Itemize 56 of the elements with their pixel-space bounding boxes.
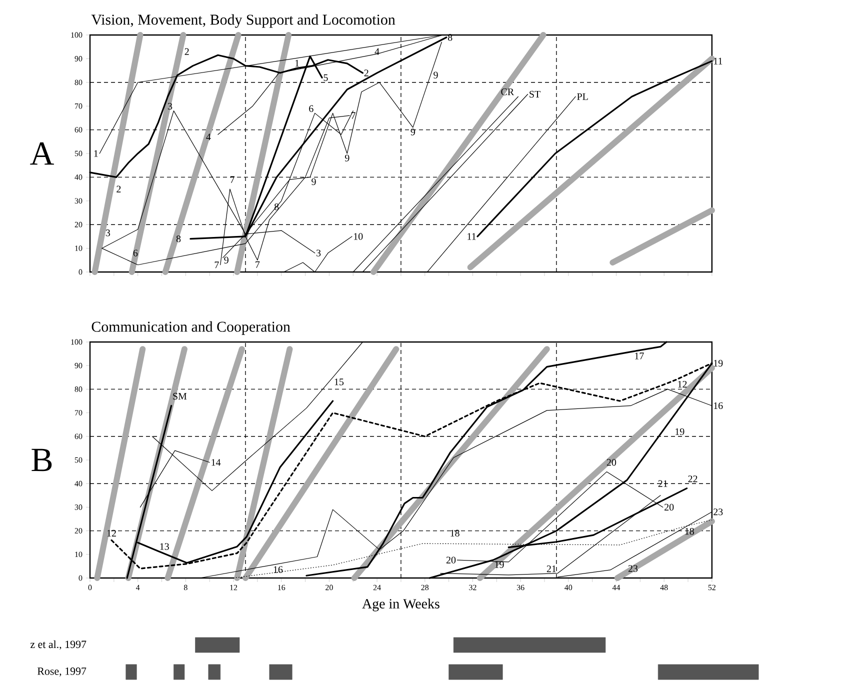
annotation: 9 <box>344 154 350 162</box>
annotation: 8 <box>176 235 181 242</box>
annotation: 11 <box>714 58 722 64</box>
annotation: 19 <box>676 428 684 436</box>
annotation: 7 <box>214 262 219 268</box>
annotation: 7 <box>256 261 260 268</box>
annotation: 20 <box>446 556 456 564</box>
annotation: SM <box>173 392 187 400</box>
text: A <box>30 142 54 165</box>
chart-title: Communication and Cooperation <box>92 321 290 335</box>
annotation: 2 <box>364 70 368 76</box>
annotation: 18 <box>450 530 460 537</box>
annotation: 1 <box>295 60 299 66</box>
text: B <box>32 448 52 472</box>
annotation: 9 <box>434 72 438 78</box>
annotation: PL <box>577 93 588 100</box>
annotation: 17 <box>635 352 644 360</box>
annotation: 20 <box>606 458 616 466</box>
annotation: 23 <box>714 508 723 516</box>
annotation: 22 <box>688 476 698 482</box>
annotation: CR <box>501 88 514 96</box>
annotation: 4 <box>374 48 380 55</box>
annotation: 3 <box>106 230 110 236</box>
annotation: 19 <box>495 561 504 568</box>
annotation: 9 <box>312 178 316 186</box>
annotation: 2 <box>184 48 189 55</box>
annotation: 16 <box>714 402 723 410</box>
annotation: 9 <box>410 128 416 136</box>
annotation: 5 <box>324 74 328 81</box>
annotation: 6 <box>133 250 138 256</box>
annotation: 12 <box>678 380 687 388</box>
annotation: 18 <box>685 528 694 535</box>
annotation: 12 <box>107 530 116 536</box>
annotation: 3 <box>168 102 172 110</box>
annotation: 13 <box>160 543 169 550</box>
annotation: 21 <box>546 565 556 572</box>
annotation: 4 <box>206 134 211 140</box>
annotation: 20 <box>664 504 674 511</box>
annotation: 1 <box>94 150 98 157</box>
x-axis-title: Age in Weeks <box>362 598 440 612</box>
annotation: 6 <box>309 105 314 112</box>
annotation: 14 <box>212 459 221 466</box>
annotation: 2 <box>116 186 121 192</box>
annotation: 11 <box>468 233 476 240</box>
annotation: 16 <box>274 566 283 573</box>
annotation: 10 <box>354 233 363 240</box>
y-tick-label: Rose, 1997 <box>37 668 86 676</box>
chart-title: Vision, Movement, Body Support and Locomotion <box>91 14 396 28</box>
annotation: 15 <box>334 378 344 386</box>
annotation: 9 <box>224 256 228 264</box>
annotation: 23 <box>628 565 638 572</box>
annotation: 3 <box>316 250 321 256</box>
annotation: 7 <box>351 112 356 119</box>
annotation: ST <box>530 90 540 98</box>
annotation: 19 <box>714 360 723 367</box>
y-tick-label: z et al., 1997 <box>30 640 86 650</box>
